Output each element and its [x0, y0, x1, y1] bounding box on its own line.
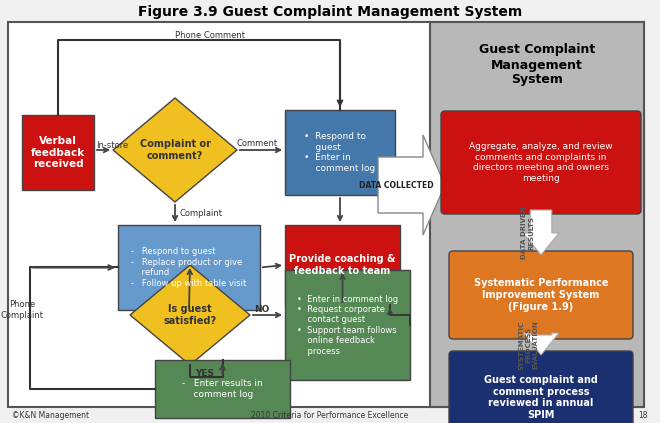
Polygon shape [113, 98, 237, 202]
Bar [118, 225, 260, 310]
Text: Complaint: Complaint [180, 209, 223, 219]
Text: Verbal
feedback
received: Verbal feedback received [31, 136, 85, 169]
Text: DATA COLLECTED: DATA COLLECTED [358, 181, 434, 190]
Bar [285, 110, 395, 195]
Text: -   Respond to guest
-   Replace product or give
    refund
-   Follow up with t: - Respond to guest - Replace product or … [131, 247, 247, 288]
Bar [22, 115, 94, 190]
Polygon shape [378, 135, 445, 235]
Text: •  Enter in comment log
•  Request corporate
    contact guest
•  Support team f: • Enter in comment log • Request corpora… [297, 294, 398, 355]
Text: SYSTEMATIC
PROCESS
EVALUATION: SYSTEMATIC PROCESS EVALUATION [518, 321, 538, 370]
Text: -   Enter results in
    comment log: - Enter results in comment log [182, 379, 263, 399]
Polygon shape [523, 210, 559, 255]
Polygon shape [523, 333, 559, 355]
Bar [285, 225, 400, 305]
Text: ©K&N Management: ©K&N Management [12, 410, 89, 420]
Text: NO: NO [254, 305, 270, 314]
Text: Figure 3.9 Guest Complaint Management System: Figure 3.9 Guest Complaint Management Sy… [138, 5, 522, 19]
Text: YES: YES [195, 368, 214, 377]
Text: Is guest
satisfied?: Is guest satisfied? [164, 304, 216, 326]
Text: Complaint or
comment?: Complaint or comment? [139, 139, 211, 161]
Text: Provide coaching &
feedback to team: Provide coaching & feedback to team [289, 254, 396, 276]
Text: 2010 Criteria for Performance Excellence: 2010 Criteria for Performance Excellence [251, 410, 409, 420]
Bar [155, 360, 290, 418]
FancyBboxPatch shape [449, 351, 633, 423]
FancyBboxPatch shape [441, 111, 641, 214]
Text: Systematic Performance
Improvement System
(Figure 1.9): Systematic Performance Improvement Syste… [474, 278, 609, 312]
Polygon shape [130, 265, 250, 365]
Text: •  Respond to
    guest
•  Enter in
    comment log: • Respond to guest • Enter in comment lo… [304, 132, 376, 173]
Text: Phone Comment: Phone Comment [175, 31, 245, 41]
Text: Aggregate, analyze, and review
comments and complaints in
directors meeting and : Aggregate, analyze, and review comments … [469, 143, 613, 183]
Bar [285, 270, 410, 380]
Text: Comment: Comment [236, 140, 278, 148]
Text: Guest Complaint
Management
System: Guest Complaint Management System [479, 44, 595, 86]
FancyBboxPatch shape [449, 251, 633, 339]
Text: In-store: In-store [96, 140, 128, 149]
Text: DATA DRIVEN
RESULTS: DATA DRIVEN RESULTS [521, 206, 535, 259]
Text: Guest complaint and
comment process
reviewed in annual
SPIM: Guest complaint and comment process revi… [484, 375, 598, 420]
Bar [430, 22, 644, 407]
Text: 18: 18 [638, 410, 648, 420]
Text: Phone
Complaint: Phone Complaint [1, 300, 44, 320]
